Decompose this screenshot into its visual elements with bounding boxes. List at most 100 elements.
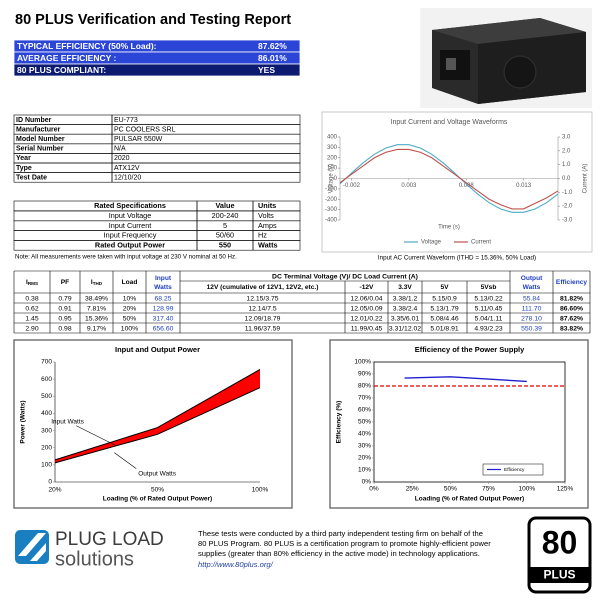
chart-frame [329,339,589,509]
table-cell-text: 11.96/37.59 [245,325,281,332]
y-tick-label: 40% [358,431,371,438]
y-tick-label: 300 [41,427,52,434]
logo-top: PLUG LOAD [55,529,164,550]
table-cell-text: 0.95 [58,315,71,322]
chart-caption: Input AC Current Waveform (ITHD = 15.36%… [378,255,536,262]
spec-label: Input Frequency [104,231,157,240]
table-cell-text: 12.15/3.75 [246,295,278,302]
x-tick-label: 50% [151,487,164,494]
table-cell-text: 100% [121,325,138,332]
series-line [404,376,527,383]
table-cell-text: 0.62 [25,305,38,312]
footer-text: 80 PLUS Program. 80 PLUS is a certificat… [198,539,491,548]
y-tick-label: 100 [327,166,338,172]
summary-row [13,63,301,77]
y-tick-label: 0 [48,479,52,486]
table-cell-text: 55.84 [523,295,540,302]
header-main: I [91,279,93,286]
column-header: Output [521,275,543,282]
info-value: ATX12V [114,165,140,172]
header-sub: THD [93,281,103,286]
summary-value: 86.01% [258,53,287,63]
header-main: I [26,279,28,286]
table-cell-text: 3.31/12.02 [389,325,421,332]
y-tick-label: 90% [358,371,371,378]
annotation-arrow [76,425,117,447]
y2-tick-label: -1.0 [562,190,573,196]
table-cell-text: 38.49% [85,295,108,302]
x-axis-title: Loading (% of Rated Output Power) [103,496,212,503]
spec-value: Value [215,201,234,210]
series-line [54,387,261,464]
table-cell-text: 0.38 [25,295,38,302]
table-cell-text: 12.06/0.04 [350,295,382,302]
column-header: Input [155,275,172,282]
table-cell-text: 10% [123,295,137,302]
table-cell-text: 4.93/2.23 [474,325,503,332]
table-cell-text: 5.15/0.9 [432,295,457,302]
table-cell-text: 3.38/2.4 [393,305,418,312]
annotation: Input Watts [51,418,84,425]
chart-frame [321,111,593,253]
y-tick-label: 20% [358,455,371,462]
table-cell-text: 128.99 [153,305,174,312]
header-sub: RMS [28,281,38,286]
x-tick-label: 0.008 [459,183,475,189]
table-cell-text: 83.82% [560,325,583,332]
chart-title: Input Current and Voltage Waveforms [391,119,508,126]
chart-title: Input and Output Power [115,345,200,354]
spec-value: 5 [223,221,227,230]
spec-label: Input Voltage [109,211,152,220]
x-tick-label: 25% [406,486,419,493]
table-cell-text: 550.39 [521,325,542,332]
table-cell-text: 278.10 [521,315,542,322]
info-label: Manufacturer [16,126,61,133]
product-photo [420,8,592,108]
spec-note: Note: All measurements were taken with i… [15,254,237,261]
table-cell-text: 5.13/0.22 [474,295,503,302]
table-cell-text: 111.70 [522,305,542,312]
y-tick-label: -200 [325,197,338,203]
column-header: 12V (cumulative of 12V1, 12V2, etc.) [207,284,319,291]
summary-label: TYPICAL EFFICIENCY (50% Load): [17,41,157,51]
x-tick-label: 100% [518,486,535,493]
y-axis-title: Power (Watts) [20,400,27,443]
footer-url[interactable]: http://www.80plus.org/ [198,560,274,569]
info-label: Serial Number [16,146,64,153]
y-tick-label: 70% [358,395,371,402]
spec-unit: Amps [258,221,277,230]
table-cell-text: 86.60% [560,305,583,312]
column-header: Load [122,279,138,286]
x-tick-label: 0.003 [401,183,417,189]
y-tick-label: 30% [358,443,371,450]
summary-value: YES [258,65,275,75]
annotation: Output Watts [138,470,176,477]
info-label: Type [16,165,32,172]
y-tick-label: 500 [41,393,52,400]
footer-text: supplies (greater than 80% efficiency in… [198,549,480,558]
x-axis-title: Time (s) [438,225,460,231]
x-tick-label: 0% [369,486,379,493]
info-label: Year [16,155,31,162]
legend-label: Voltage [421,240,442,246]
spec-label: Rated Output Power [95,241,165,250]
info-label: Model Number [16,136,65,143]
group-header: DC Terminal Voltage (V)/ DC Load Current… [272,273,418,280]
y-tick-label: -300 [325,207,338,213]
y2-tick-label: -3.0 [562,218,573,224]
y-tick-label: 600 [41,376,52,383]
footer-text: These tests were conducted by a third pa… [198,529,483,538]
column-header: Efficiency [556,279,587,286]
y-tick-label: 400 [327,135,338,141]
spec-unit: Hz [258,231,267,240]
annotation-arrow [114,452,137,469]
column-header: IRMS [26,279,38,286]
x-tick-label: 125% [557,486,574,493]
y-axis-title: Voltage (V) [329,164,335,194]
y-tick-label: -400 [325,218,338,224]
table-cell-text: 7.81% [87,305,106,312]
badge-number: 80 [542,524,578,560]
spec-label: Rated Specifications [94,201,166,210]
table-cell-text: 12.05/0.09 [350,305,382,312]
